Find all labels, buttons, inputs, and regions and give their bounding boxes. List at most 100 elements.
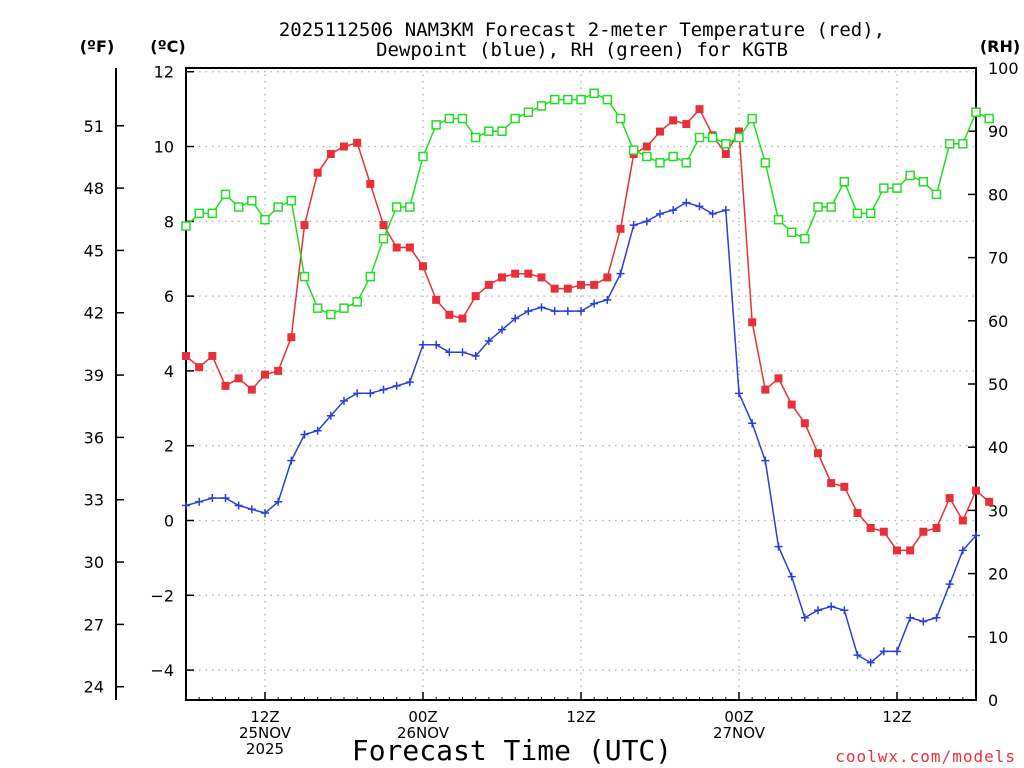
temperature-point: [471, 292, 480, 301]
temperature-line: [185, 107, 990, 552]
dewpoint-point: [616, 269, 625, 278]
rh-point: [299, 271, 310, 282]
temperature-point: [247, 385, 256, 394]
celsius-tick-label: 0: [164, 511, 174, 530]
time-tick-label: 2025: [246, 740, 284, 758]
dewpoint-point: [353, 389, 362, 398]
dewpoint-point: [313, 426, 322, 435]
dewpoint-point: [629, 221, 638, 230]
celsius-axis-ticks: 12 10 8 6 4 2 0 −2 −4: [150, 63, 194, 680]
dewpoint-point: [563, 307, 572, 316]
temperature-point: [748, 318, 757, 327]
rh-point: [826, 202, 836, 212]
fahrenheit-tick-label: 30: [84, 553, 104, 572]
temperature-point: [537, 273, 546, 282]
rh-point: [655, 158, 665, 168]
x-axis-label: Forecast Time (UTC): [352, 734, 672, 767]
celsius-tick-label: 6: [164, 287, 174, 306]
temperature-point: [577, 280, 585, 289]
credit-link[interactable]: coolwx.com/models: [835, 747, 1016, 766]
time-tick-label: 12Z: [566, 708, 595, 726]
temperature-point: [642, 142, 651, 151]
rh-point: [286, 195, 297, 206]
dewpoint-point: [208, 494, 217, 503]
celsius-tick-label: 12: [154, 63, 174, 82]
rh-point: [721, 139, 731, 149]
fahrenheit-tick-label: 42: [84, 304, 104, 323]
dewpoint-point: [972, 531, 980, 540]
temperature-point: [669, 116, 678, 125]
rh-point: [233, 202, 244, 212]
rh-point: [786, 227, 797, 238]
temperature-point: [656, 127, 664, 136]
rh-point: [207, 208, 218, 219]
dewpoint-point: [932, 613, 941, 622]
temperature-point: [563, 284, 572, 293]
time-tick-label: 12Z: [250, 708, 279, 726]
temperature-point: [392, 243, 401, 252]
dewpoint-point: [682, 198, 691, 207]
rh-point: [918, 177, 929, 187]
dewpoint-point: [379, 385, 388, 394]
dewpoint-point: [392, 381, 401, 390]
temperature-point: [761, 385, 770, 394]
dewpoint-point: [893, 647, 901, 656]
rh-point: [879, 183, 889, 193]
dewpoint-point: [840, 606, 849, 615]
temperature-point: [340, 142, 348, 151]
rh-point: [760, 158, 771, 168]
rh-point: [391, 202, 402, 212]
temperature-point: [774, 374, 783, 383]
temperature-point: [287, 333, 296, 342]
dewpoint-point: [774, 542, 783, 551]
temperature-point: [735, 127, 743, 136]
dewpoint-point: [537, 303, 546, 312]
series-dewpoint: [182, 198, 980, 667]
rh-point: [747, 113, 757, 124]
rh-point: [800, 233, 810, 244]
dewpoint-point: [261, 509, 269, 518]
rh-point: [734, 132, 744, 143]
dewpoint-point: [419, 340, 427, 349]
dewpoint-point: [603, 295, 612, 304]
rh-point: [813, 202, 823, 212]
fahrenheit-unit-label: (ºF): [80, 37, 115, 56]
dewpoint-point: [445, 348, 454, 357]
fahrenheit-tick-label: 39: [84, 366, 104, 385]
time-tick-label: 27NOV: [713, 724, 766, 742]
temperature-point: [274, 366, 283, 375]
dewpoint-point: [906, 613, 915, 622]
rh-point: [273, 202, 283, 212]
temperature-point: [853, 509, 862, 518]
dewpoint-point: [721, 206, 730, 215]
series-rh: [181, 88, 994, 320]
plot-frame: [185, 67, 977, 701]
rh-point: [615, 113, 626, 124]
temperature-point: [432, 295, 441, 304]
temperature-point: [313, 168, 322, 177]
temperature-point: [906, 546, 915, 555]
dewpoint-point: [919, 617, 928, 626]
temperature-point: [879, 527, 888, 536]
temperature-point: [893, 546, 901, 555]
temperature-point: [524, 269, 533, 278]
dewpoint-point: [300, 430, 309, 439]
dewpoint-point: [879, 647, 888, 656]
rh-point: [365, 271, 376, 282]
rh-point: [668, 151, 678, 162]
temperature-point: [208, 351, 217, 360]
time-tick-label: 25NOV: [239, 724, 292, 742]
fahrenheit-tick-label: 51: [84, 117, 104, 136]
dewpoint-point: [471, 351, 480, 360]
celsius-tick-label: 10: [154, 138, 174, 157]
temperature-point: [511, 269, 520, 278]
fahrenheit-tick-label: 24: [84, 678, 104, 697]
rh-point: [628, 145, 639, 155]
temperature-point: [221, 381, 230, 390]
temperature-point: [721, 150, 730, 159]
dewpoint-point: [234, 501, 243, 510]
temperature-point: [827, 479, 836, 488]
temperature-point: [261, 370, 269, 379]
celsius-tick-label: 2: [164, 437, 174, 456]
